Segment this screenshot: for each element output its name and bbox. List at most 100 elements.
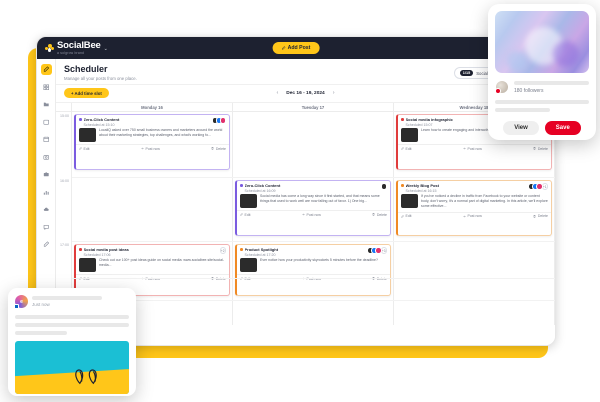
compose-icon: [43, 66, 49, 72]
delete-action[interactable]: Delete: [372, 213, 387, 217]
category-dot-icon: [401, 118, 404, 121]
sidebar-item-editor[interactable]: [41, 239, 52, 250]
day-column-0[interactable]: Zero-Click Content Scheduled at 15:10 Loca…: [72, 111, 233, 325]
avatar: [495, 80, 509, 94]
page-title: Scheduler: [64, 64, 108, 74]
prev-week-button[interactable]: ‹: [276, 90, 279, 97]
decor-blob: [507, 51, 527, 71]
post-now-action[interactable]: Post now: [463, 214, 482, 218]
delete-action[interactable]: Delete: [533, 214, 548, 218]
add-time-slot-button[interactable]: + Add time slot: [64, 88, 109, 99]
time-label-2: 17:00: [60, 242, 69, 247]
post-card[interactable]: Weekly Blog Post Scheduled at 16:15 +1 If y…: [396, 179, 552, 236]
delete-action[interactable]: Delete: [211, 147, 226, 151]
day-column-1[interactable]: Zero-Click Content Scheduled at 16:09 Soci…: [233, 111, 394, 325]
post-schedule-time: Scheduled 17:06: [83, 252, 111, 257]
brand-name: SocialBee: [57, 40, 101, 52]
sidebar-item-cloud[interactable]: [41, 204, 52, 215]
post-card[interactable]: Zero-Click Content Scheduled at 16:09 Soci…: [235, 179, 391, 236]
day-columns: Zero-Click Content Scheduled at 15:10 Loca…: [72, 111, 555, 325]
sidebar-item-compose[interactable]: [40, 64, 52, 75]
add-post-button[interactable]: Add Post: [272, 42, 320, 54]
pencil-icon: [79, 147, 82, 150]
skeleton-line: [514, 80, 589, 85]
time-gutter: 15:00 16:00 17:00: [56, 111, 72, 325]
post-text: LocaliQ asked over 750 small business ow…: [99, 128, 223, 138]
post-text: If you've noticed a decline in traffic f…: [421, 194, 548, 209]
li-account-row: e Just now: [14, 295, 129, 309]
post-thumbnail: [79, 128, 96, 143]
edit-action[interactable]: Edit: [401, 147, 412, 151]
post-card-actions: Edit Post now Delete: [398, 211, 551, 220]
edit-action[interactable]: Edit: [79, 147, 90, 151]
post-now-action[interactable]: Post now: [141, 147, 160, 151]
post-card[interactable]: Product Spotlight Scheduled at 17:20 +3 Eve…: [235, 243, 391, 296]
sidebar-item-workspace[interactable]: [41, 169, 52, 180]
post-schedule-time: Scheduled at 15:10: [83, 122, 115, 127]
post-card-body: Social media has come a long way since i…: [237, 194, 390, 210]
pin-account-row: 180 followers: [495, 80, 589, 94]
skeleton-line: [15, 315, 129, 319]
sidebar-item-content[interactable]: [41, 99, 52, 110]
pencil-icon: [282, 46, 286, 50]
edit-action[interactable]: Edit: [401, 214, 412, 218]
post-card-titles: Social media post ideas Scheduled 17:06: [84, 247, 219, 257]
grid-line: [72, 176, 555, 178]
post-card[interactable]: Social media post ideas Scheduled 17:06 +2…: [74, 243, 230, 296]
post-card-titles: Zero-Click Content Scheduled at 16:09: [245, 183, 379, 193]
post-card-header: Social media post ideas Scheduled 17:06 +2: [76, 245, 229, 259]
analytics-icon: [43, 190, 49, 195]
post-now-action[interactable]: Post now: [463, 147, 482, 151]
sidebar-item-dashboard[interactable]: [41, 82, 52, 93]
post-card-titles: Zero-Click Content Scheduled at 15:10: [84, 117, 210, 127]
post-text: Social media has come a long way since i…: [260, 194, 380, 204]
post-now-action[interactable]: Post now: [302, 213, 321, 217]
account-avatar: [536, 183, 543, 190]
cloud-icon: [43, 207, 49, 212]
next-week-button[interactable]: ›: [332, 90, 335, 97]
accounts-count-badge: 1/15: [459, 70, 474, 76]
post-accounts: [379, 183, 387, 190]
pencil-icon: [401, 147, 404, 150]
post-card[interactable]: Zero-Click Content Scheduled at 15:10 Loca…: [74, 113, 230, 170]
sidebar-item-messages[interactable]: [41, 222, 52, 233]
sidebar-item-calendar[interactable]: [41, 134, 52, 145]
time-gutter-header: [56, 102, 72, 111]
edit-action[interactable]: Edit: [240, 213, 251, 217]
post-card-header: Product Spotlight Scheduled at 17:20 +3: [237, 245, 390, 259]
view-button[interactable]: View: [503, 121, 539, 135]
post-card-actions: Edit Post now Delete: [76, 144, 229, 152]
account-avatar: [219, 117, 226, 124]
delete-action[interactable]: Delete: [533, 147, 548, 151]
skeleton-line: [15, 323, 129, 327]
sidebar-item-media[interactable]: [41, 152, 52, 163]
day-header-0: Monday 16: [72, 102, 233, 111]
grid-line: [72, 299, 555, 301]
brand-subtitle: a solgrow brand: [57, 50, 85, 55]
category-dot-icon: [79, 118, 82, 121]
post-accounts: +2: [219, 247, 226, 254]
followers-count: 180 followers: [514, 87, 544, 94]
post-card-titles: Social media infographic Scheduled 15:07: [406, 117, 541, 127]
brand-block: SocialBee a solgrow brand: [57, 41, 101, 55]
trash-icon: [211, 147, 214, 151]
briefcase-icon: [43, 172, 49, 177]
app-topbar: SocialBee a solgrow brand ⌄ Add Post: [37, 37, 555, 59]
save-button[interactable]: Save: [544, 121, 581, 135]
post-schedule-time: Scheduled 15:07: [405, 122, 433, 127]
post-title: Product Spotlight: [244, 247, 279, 253]
category-dot-icon: [79, 248, 82, 251]
skeleton-line: [495, 108, 550, 112]
post-accounts: +1: [526, 183, 548, 190]
post-title: Weekly Blog Post: [405, 183, 440, 189]
post-text: Check out our 100+ post ideas guide on s…: [99, 258, 225, 268]
pencil-icon: [240, 213, 243, 216]
send-icon: [302, 213, 305, 216]
sidebar-item-analytics[interactable]: [41, 187, 52, 198]
inbox-icon: [43, 119, 49, 125]
sidebar-item-inbox[interactable]: [41, 117, 52, 128]
chevron-down-icon[interactable]: ⌄: [103, 46, 108, 52]
post-thumbnail: [79, 258, 96, 273]
